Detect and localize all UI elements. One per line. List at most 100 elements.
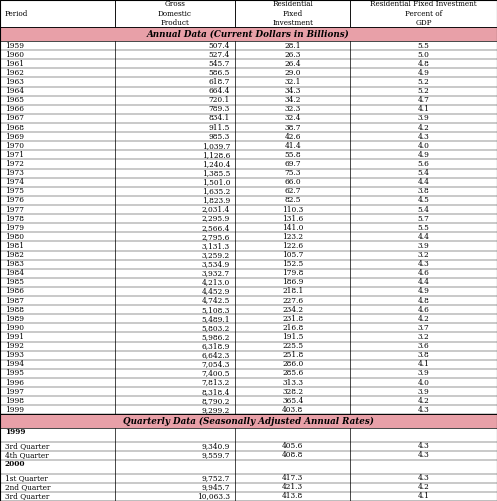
Text: 62.7: 62.7 bbox=[284, 187, 301, 195]
Text: 1968: 1968 bbox=[5, 124, 24, 132]
Text: 421.3: 421.3 bbox=[282, 483, 303, 491]
Text: 1,039.7: 1,039.7 bbox=[202, 142, 230, 150]
Text: 4.3: 4.3 bbox=[418, 442, 429, 450]
Text: 1,823.9: 1,823.9 bbox=[202, 196, 230, 204]
Text: 4.0: 4.0 bbox=[418, 379, 429, 387]
Text: 328.2: 328.2 bbox=[282, 388, 303, 396]
Text: 122.6: 122.6 bbox=[282, 242, 303, 250]
Text: 1,501.0: 1,501.0 bbox=[202, 178, 230, 186]
Bar bbox=[0, 114, 497, 123]
Bar bbox=[0, 314, 497, 323]
Text: 1,240.4: 1,240.4 bbox=[202, 160, 230, 168]
Text: 1966: 1966 bbox=[5, 105, 24, 113]
Text: 3,534.9: 3,534.9 bbox=[202, 260, 230, 268]
Text: 4.3: 4.3 bbox=[418, 406, 429, 414]
Text: 9,299.2: 9,299.2 bbox=[202, 406, 230, 414]
Text: 4.4: 4.4 bbox=[418, 178, 429, 186]
Text: 586.5: 586.5 bbox=[209, 69, 230, 77]
Text: 286.0: 286.0 bbox=[282, 360, 303, 368]
Bar bbox=[0, 50, 497, 59]
Text: 405.6: 405.6 bbox=[282, 442, 304, 450]
Text: 1986: 1986 bbox=[5, 288, 24, 296]
Text: 1976: 1976 bbox=[5, 196, 24, 204]
Text: 186.9: 186.9 bbox=[282, 279, 304, 287]
Text: 720.1: 720.1 bbox=[209, 96, 230, 104]
Text: 2nd Quarter: 2nd Quarter bbox=[5, 483, 51, 491]
Text: 5.5: 5.5 bbox=[418, 42, 429, 50]
Bar bbox=[0, 351, 497, 360]
Text: 1975: 1975 bbox=[5, 187, 24, 195]
Bar bbox=[0, 333, 497, 342]
Text: 545.7: 545.7 bbox=[209, 60, 230, 68]
Text: 179.8: 179.8 bbox=[282, 269, 304, 277]
Text: 4,213.0: 4,213.0 bbox=[202, 279, 230, 287]
Text: 26.4: 26.4 bbox=[284, 60, 301, 68]
Bar bbox=[0, 168, 497, 178]
Text: 1992: 1992 bbox=[5, 342, 24, 350]
Text: 1978: 1978 bbox=[5, 214, 24, 222]
Text: 1961: 1961 bbox=[5, 60, 24, 68]
Bar bbox=[0, 78, 497, 87]
Text: 4.8: 4.8 bbox=[418, 297, 429, 305]
Bar bbox=[0, 460, 497, 473]
Text: 8,318.4: 8,318.4 bbox=[202, 388, 230, 396]
Bar bbox=[0, 214, 497, 223]
Text: 5.2: 5.2 bbox=[418, 87, 429, 95]
Bar bbox=[0, 442, 497, 451]
Text: 4,742.5: 4,742.5 bbox=[202, 297, 230, 305]
Bar bbox=[0, 250, 497, 260]
Text: 41.4: 41.4 bbox=[284, 142, 301, 150]
Text: 4.1: 4.1 bbox=[418, 492, 429, 500]
Text: 1971: 1971 bbox=[5, 151, 24, 159]
Text: 9,945.7: 9,945.7 bbox=[202, 483, 230, 491]
Text: 3.9: 3.9 bbox=[418, 114, 429, 122]
Text: 191.5: 191.5 bbox=[282, 333, 304, 341]
Text: 285.6: 285.6 bbox=[282, 369, 303, 377]
Text: 4.9: 4.9 bbox=[418, 151, 429, 159]
Bar bbox=[0, 405, 497, 414]
Text: 1,385.5: 1,385.5 bbox=[202, 169, 230, 177]
Text: 4,452.9: 4,452.9 bbox=[202, 288, 230, 296]
Bar bbox=[0, 41, 497, 50]
Text: 5.0: 5.0 bbox=[418, 51, 429, 59]
Bar bbox=[0, 492, 497, 501]
Text: 413.8: 413.8 bbox=[282, 492, 303, 500]
Text: 985.3: 985.3 bbox=[209, 133, 230, 141]
Text: 911.5: 911.5 bbox=[209, 124, 230, 132]
Text: 1998: 1998 bbox=[5, 397, 24, 405]
Bar bbox=[0, 150, 497, 159]
Text: 3.8: 3.8 bbox=[418, 351, 429, 359]
Text: 5,986.2: 5,986.2 bbox=[202, 333, 230, 341]
Text: 365.4: 365.4 bbox=[282, 397, 303, 405]
Text: 1981: 1981 bbox=[5, 242, 24, 250]
Text: 2,295.9: 2,295.9 bbox=[202, 214, 230, 222]
Text: 141.0: 141.0 bbox=[282, 224, 304, 232]
Bar bbox=[0, 414, 497, 428]
Text: 216.8: 216.8 bbox=[282, 324, 303, 332]
Bar bbox=[0, 187, 497, 196]
Text: 1959: 1959 bbox=[5, 42, 24, 50]
Text: 75.3: 75.3 bbox=[284, 169, 301, 177]
Text: 9,559.7: 9,559.7 bbox=[202, 451, 230, 459]
Text: 6,642.3: 6,642.3 bbox=[202, 351, 230, 359]
Text: 1979: 1979 bbox=[5, 224, 24, 232]
Bar bbox=[0, 278, 497, 287]
Text: 4.4: 4.4 bbox=[418, 233, 429, 241]
Text: 1982: 1982 bbox=[5, 251, 24, 259]
Text: 1993: 1993 bbox=[5, 351, 24, 359]
Bar bbox=[0, 287, 497, 296]
Bar bbox=[0, 159, 497, 168]
Text: 8,790.2: 8,790.2 bbox=[202, 397, 230, 405]
Text: 34.3: 34.3 bbox=[285, 87, 301, 95]
Text: 9,340.9: 9,340.9 bbox=[202, 442, 230, 450]
Bar bbox=[0, 451, 497, 460]
Text: 6,318.9: 6,318.9 bbox=[202, 342, 230, 350]
Text: 1994: 1994 bbox=[5, 360, 24, 368]
Text: 1977: 1977 bbox=[5, 205, 24, 213]
Text: 69.7: 69.7 bbox=[284, 160, 301, 168]
Text: 4.7: 4.7 bbox=[418, 96, 429, 104]
Text: 32.3: 32.3 bbox=[285, 105, 301, 113]
Bar bbox=[0, 387, 497, 396]
Text: 1973: 1973 bbox=[5, 169, 24, 177]
Text: 417.3: 417.3 bbox=[282, 474, 303, 482]
